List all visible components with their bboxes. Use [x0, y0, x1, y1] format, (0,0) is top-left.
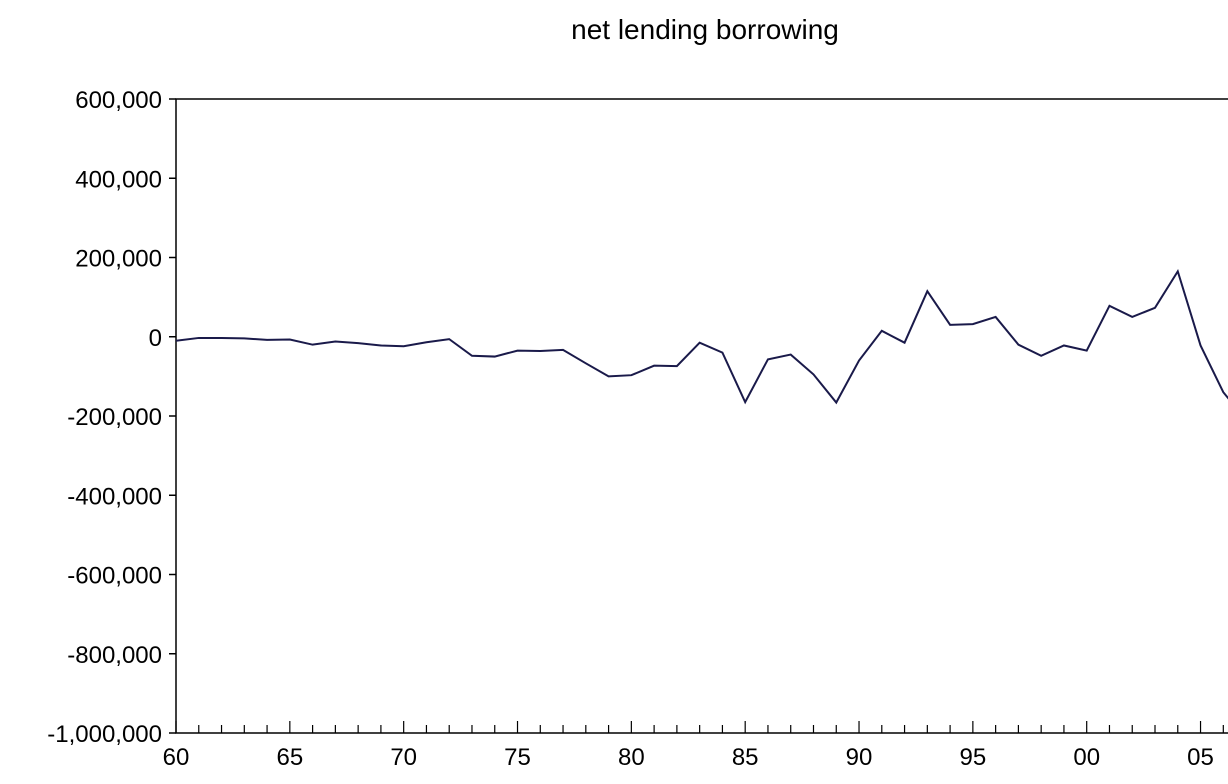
x-tick-label: 85: [732, 744, 759, 771]
y-tick-label: 200,000: [75, 246, 162, 273]
series-layer: [175, 268, 1228, 405]
y-tick-label: 400,000: [75, 166, 162, 193]
tick-labels: 600,000 400,000 200,000 0 -200,000 -400,000 -6…: [47, 87, 1214, 771]
y-tick-label: -200,000: [67, 404, 162, 431]
y-tick-label: -800,000: [67, 642, 162, 669]
x-tick-label: 75: [504, 744, 531, 771]
y-tick-label: -400,000: [67, 483, 162, 510]
y-tick-label: 600,000: [75, 87, 162, 114]
x-tick-label: 65: [276, 744, 303, 771]
axes: [169, 98, 1228, 734]
x-tick-label: 80: [618, 744, 645, 771]
y-tick-label: -1,000,000: [47, 721, 162, 748]
x-tick-label: 70: [390, 744, 417, 771]
x-tick-label: 00: [1073, 744, 1100, 771]
x-tick-label: 60: [163, 744, 190, 771]
chart-title: net lending borrowing: [571, 14, 839, 45]
x-tick-label: 05: [1187, 744, 1214, 771]
series-line: [175, 268, 1228, 405]
x-tick-label: 90: [846, 744, 873, 771]
y-tick-label: 0: [149, 325, 162, 352]
x-tick-label: 95: [960, 744, 987, 771]
y-tick-label: -600,000: [67, 563, 162, 590]
plot-frame: [175, 98, 1228, 734]
